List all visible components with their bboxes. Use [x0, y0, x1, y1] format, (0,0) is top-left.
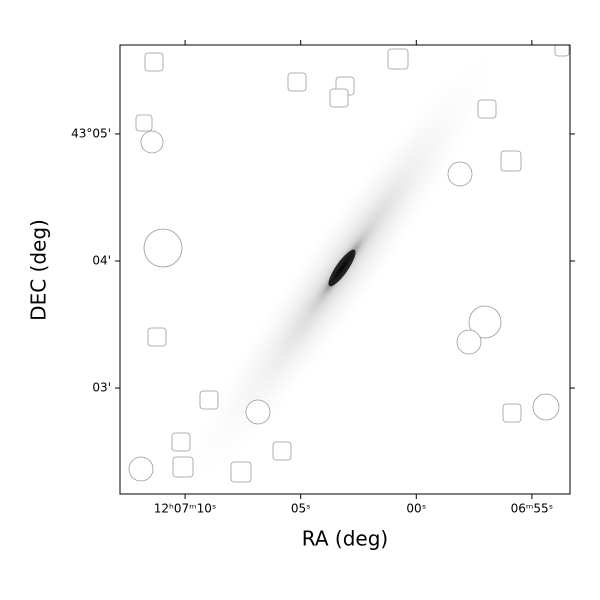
y-tick-label: 03'	[92, 381, 111, 395]
star-mask	[272, 441, 292, 461]
star-mask	[532, 393, 560, 421]
star-mask	[456, 329, 482, 355]
y-tick-label: 43°05'	[71, 126, 111, 140]
star-mask	[468, 305, 502, 339]
x-tick-label: 00ˢ	[406, 502, 426, 516]
x-tick-label: 12ʰ07ᵐ10ˢ	[154, 502, 217, 516]
star-mask	[329, 88, 349, 108]
star-mask	[387, 48, 409, 70]
star-mask	[447, 161, 473, 187]
star-mask	[140, 130, 164, 154]
y-axis-label: DEC (deg)	[27, 219, 51, 321]
star-mask	[172, 456, 194, 478]
star-mask	[199, 390, 219, 410]
star-masks	[128, 45, 570, 483]
star-mask	[147, 327, 167, 347]
star-mask	[245, 399, 271, 425]
x-tick-label: 05ˢ	[291, 502, 311, 516]
star-mask	[128, 456, 154, 482]
star-mask	[143, 228, 183, 268]
star-mask	[135, 114, 153, 132]
x-axis-label: RA (deg)	[302, 527, 388, 551]
image	[120, 45, 570, 494]
star-mask	[171, 432, 191, 452]
star-mask	[287, 72, 307, 92]
star-mask	[477, 99, 497, 119]
star-mask	[502, 403, 522, 423]
star-mask	[144, 52, 164, 72]
star-mask	[554, 45, 570, 57]
star-mask	[500, 150, 522, 172]
frame	[119, 44, 571, 495]
y-tick-label: 04'	[92, 253, 111, 267]
star-mask	[230, 461, 252, 483]
x-tick-label: 06ᵐ55ˢ	[511, 502, 554, 516]
